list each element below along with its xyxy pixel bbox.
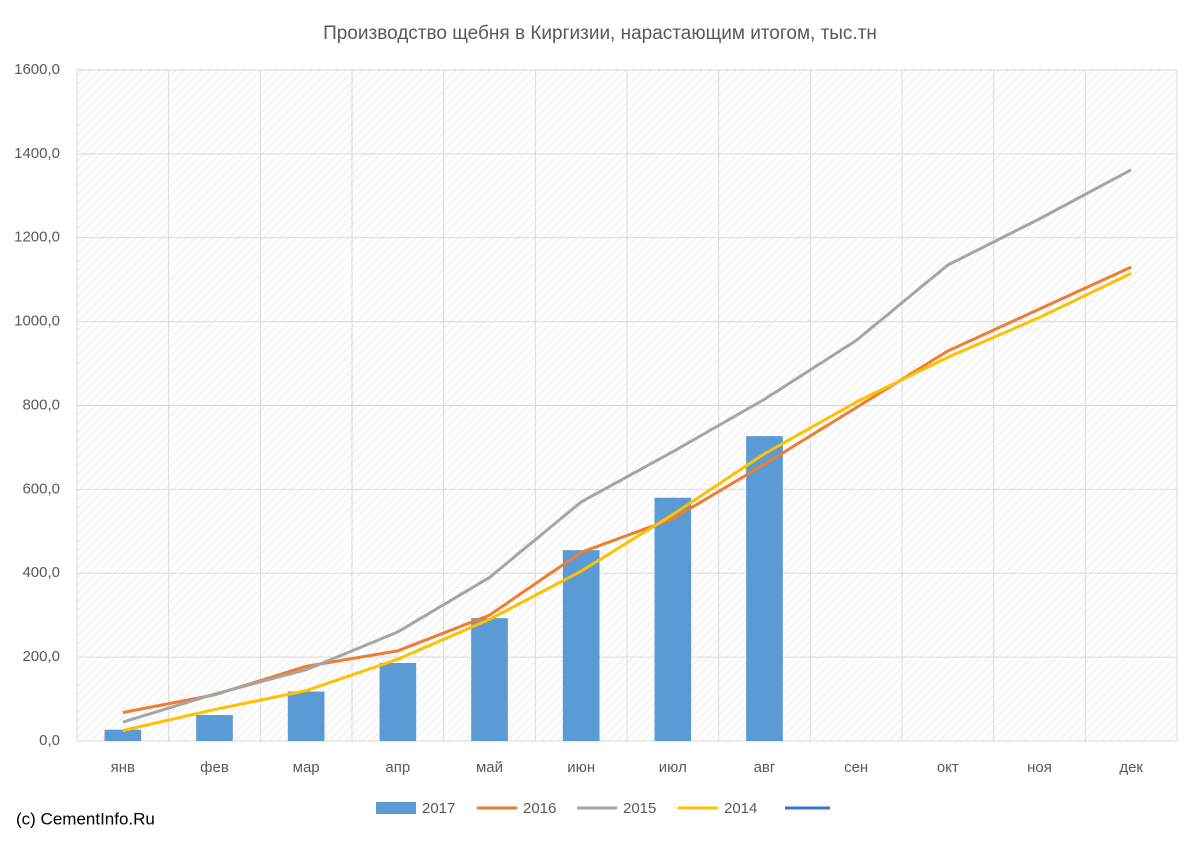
y-tick-label: 600,0 <box>22 480 60 497</box>
x-tick-label: мар <box>293 759 320 776</box>
x-tick-label: ноя <box>1027 759 1052 776</box>
x-tick-label: июн <box>567 759 595 776</box>
legend-label: 2015 <box>623 800 656 817</box>
bar <box>471 618 508 741</box>
x-tick-label: май <box>476 759 503 776</box>
y-tick-label: 200,0 <box>22 648 60 665</box>
chart-title: Производство щебня в Киргизии, нарастающ… <box>323 23 877 44</box>
bar <box>196 714 233 741</box>
y-tick-label: 400,0 <box>22 564 60 581</box>
source-note: (c) CementInfo.Ru <box>16 809 155 828</box>
legend-swatch <box>376 802 416 814</box>
y-tick-label: 0,0 <box>39 732 60 749</box>
bar <box>562 550 600 741</box>
bar <box>379 662 417 741</box>
y-tick-label: 800,0 <box>22 396 60 413</box>
y-tick-label: 1200,0 <box>14 229 60 246</box>
legend-label: 2016 <box>523 800 556 817</box>
x-tick-label: окт <box>937 759 959 776</box>
x-tick-label: июл <box>659 759 687 776</box>
x-tick-label: авг <box>754 759 776 776</box>
y-tick-label: 1000,0 <box>14 313 60 330</box>
x-tick-label: янв <box>111 759 135 776</box>
x-tick-label: дек <box>1119 759 1143 776</box>
bar <box>104 729 142 741</box>
line <box>122 272 1132 732</box>
legend-label: 2017 <box>422 800 455 817</box>
y-tick-label: 1400,0 <box>14 145 60 162</box>
bar <box>287 691 325 741</box>
x-tick-label: сен <box>844 759 868 776</box>
line <box>122 265 1132 714</box>
bar <box>746 436 783 741</box>
x-tick-label: апр <box>385 759 410 776</box>
y-tick-label: 1600,0 <box>14 61 60 78</box>
line <box>122 168 1132 724</box>
bar <box>654 497 692 741</box>
legend-label: 2014 <box>724 800 757 817</box>
x-tick-label: фев <box>200 759 229 776</box>
